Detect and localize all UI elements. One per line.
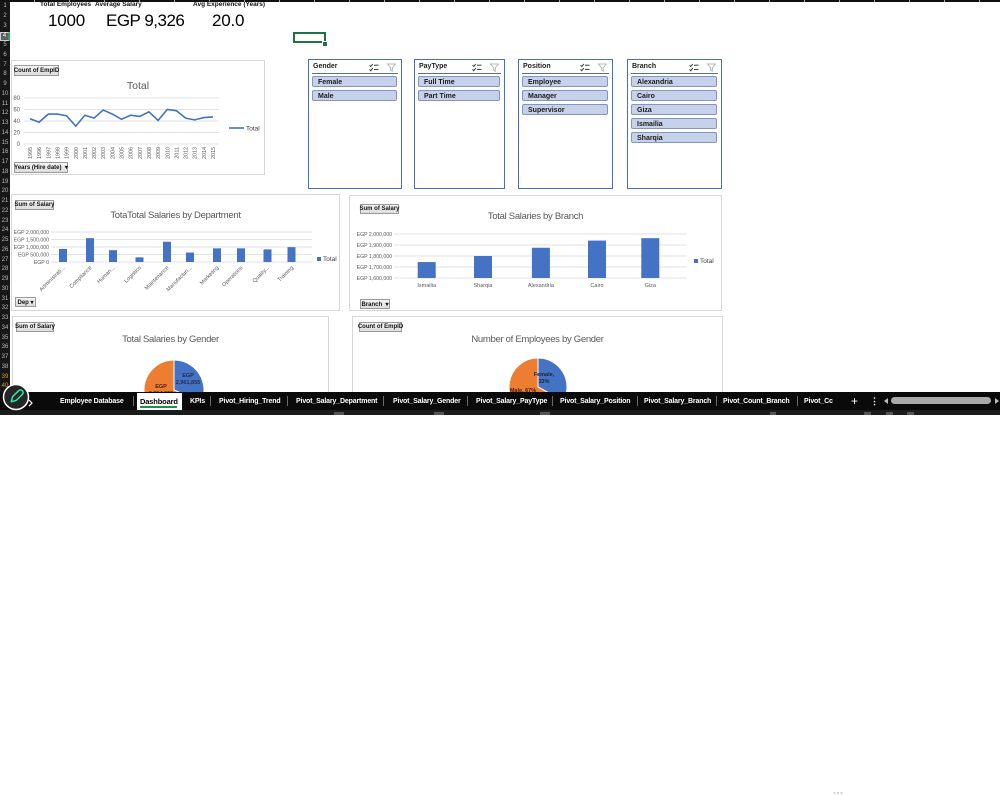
- svg-text:2002: 2002: [92, 147, 98, 159]
- svg-text:2011: 2011: [174, 147, 180, 159]
- svg-text:EGP: EGP: [182, 373, 194, 379]
- svg-text:EGP 1,000,000: EGP 1,000,000: [14, 245, 49, 251]
- svg-text:Total: Total: [700, 258, 714, 265]
- svg-text:2009: 2009: [156, 147, 162, 159]
- svg-text:60: 60: [13, 108, 20, 114]
- svg-text:2014: 2014: [202, 147, 208, 159]
- svg-text:0: 0: [17, 142, 21, 148]
- svg-text:Marketing: Marketing: [199, 265, 220, 286]
- svg-text:Logistics: Logistics: [124, 265, 144, 285]
- svg-text:1998: 1998: [55, 147, 61, 159]
- svg-text:Total: Total: [246, 126, 260, 133]
- svg-text:EGP 1,800,000: EGP 1,800,000: [357, 254, 392, 260]
- svg-text:EGP 1,600,000: EGP 1,600,000: [357, 276, 392, 282]
- svg-text:2012: 2012: [184, 147, 190, 159]
- svg-text:Giza: Giza: [645, 283, 657, 289]
- svg-text:Compliance: Compliance: [69, 265, 94, 290]
- svg-text:2004: 2004: [110, 147, 116, 159]
- svg-text:Alexandria: Alexandria: [528, 283, 555, 289]
- svg-text:40: 40: [13, 119, 20, 125]
- svg-text:Quality...: Quality...: [252, 265, 272, 285]
- svg-text:2007: 2007: [138, 147, 144, 159]
- svg-text:2000: 2000: [74, 147, 80, 159]
- svg-text:20: 20: [13, 131, 20, 137]
- svg-text:2008: 2008: [147, 147, 153, 159]
- svg-text:EGP: EGP: [155, 384, 167, 390]
- svg-text:2001: 2001: [83, 147, 89, 159]
- svg-text:Cairo: Cairo: [590, 283, 603, 289]
- svg-text:EGP 1,900,000: EGP 1,900,000: [357, 243, 392, 249]
- svg-text:Administrati...: Administrati...: [39, 265, 67, 293]
- svg-text:2013: 2013: [193, 147, 199, 159]
- svg-text:Sharqia: Sharqia: [474, 283, 494, 289]
- svg-text:33%: 33%: [538, 379, 549, 385]
- svg-text:Operations: Operations: [221, 265, 244, 288]
- svg-text:80: 80: [13, 96, 20, 102]
- svg-text:1999: 1999: [65, 147, 71, 159]
- svg-text:1996: 1996: [37, 147, 43, 159]
- svg-text:2003: 2003: [101, 147, 107, 159]
- svg-text:EGP 1,500,000: EGP 1,500,000: [14, 238, 49, 244]
- svg-text:2005: 2005: [120, 147, 126, 159]
- svg-text:2010: 2010: [165, 147, 171, 159]
- svg-text:EGP 2,000,000: EGP 2,000,000: [357, 232, 392, 238]
- svg-text:2006: 2006: [129, 147, 135, 159]
- svg-text:Male, 67%: Male, 67%: [510, 388, 536, 393]
- svg-text:EGP 2,000,000: EGP 2,000,000: [14, 230, 49, 236]
- svg-text:2,961,855: 2,961,855: [176, 380, 200, 386]
- svg-text:1997: 1997: [46, 147, 52, 159]
- svg-text:Total: Total: [323, 256, 337, 263]
- svg-text:Ismailia: Ismailia: [417, 283, 437, 289]
- svg-text:EGP 0: EGP 0: [34, 260, 49, 266]
- svg-text:EGP 500,000: EGP 500,000: [18, 253, 49, 259]
- svg-text:1995: 1995: [28, 147, 34, 159]
- svg-text:2015: 2015: [211, 147, 217, 159]
- svg-text:Training: Training: [277, 265, 295, 283]
- svg-text:Female,: Female,: [534, 372, 555, 378]
- svg-text:Human...: Human...: [96, 265, 116, 285]
- svg-text:EGP 1,700,000: EGP 1,700,000: [357, 265, 392, 271]
